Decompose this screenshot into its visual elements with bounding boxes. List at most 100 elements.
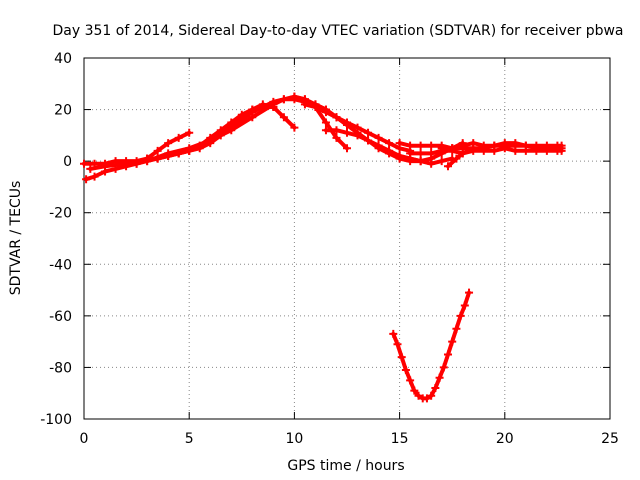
data-point [395, 151, 404, 160]
data-point [185, 128, 194, 137]
x-tick-label: 0 [80, 431, 89, 447]
data-point [406, 149, 415, 158]
series-track-7 [300, 100, 415, 155]
data-point [395, 139, 404, 148]
data-point [437, 157, 446, 166]
data-point [290, 92, 299, 101]
x-tick-label: 25 [601, 431, 619, 447]
data-point [427, 391, 436, 400]
data-point [343, 118, 351, 127]
x-axis-label: GPS time / hours [287, 458, 404, 474]
data-series [80, 92, 566, 403]
data-point [469, 144, 478, 153]
data-point [416, 149, 425, 158]
axis-ticks [83, 57, 611, 420]
data-point [521, 146, 530, 155]
y-tick-labels: -100 -80 -60 -40 -20 0 20 40 [40, 51, 72, 428]
data-point [443, 162, 452, 171]
data-point [511, 146, 520, 155]
data-point [416, 141, 425, 150]
data-point [437, 146, 446, 155]
data-point [500, 144, 509, 153]
data-point [465, 288, 474, 297]
data-point [374, 141, 383, 150]
data-point [557, 146, 566, 155]
data-point [439, 363, 448, 372]
data-point [248, 105, 257, 114]
series-track-13 [389, 288, 474, 403]
data-point [353, 123, 362, 132]
data-point [343, 144, 351, 153]
grid [84, 58, 610, 419]
series-line [84, 97, 465, 182]
data-point [479, 146, 488, 155]
x-tick-label: 10 [285, 431, 303, 447]
data-point [406, 141, 415, 150]
data-point [174, 149, 183, 158]
data-point [321, 118, 330, 127]
data-point [321, 126, 330, 135]
data-point [269, 102, 278, 111]
data-point [343, 128, 351, 137]
y-tick-label: -60 [49, 309, 72, 325]
data-point [174, 133, 183, 142]
y-tick-label: -80 [49, 360, 72, 376]
data-point [300, 100, 309, 109]
x-tick-label: 15 [391, 431, 409, 447]
y-tick-label: 0 [63, 154, 72, 170]
data-point [279, 95, 288, 104]
data-point [279, 113, 288, 122]
y-tick-label: -20 [49, 206, 72, 222]
data-point [401, 366, 410, 375]
data-point [164, 139, 173, 148]
series-line [391, 290, 471, 401]
data-point [460, 301, 469, 310]
data-point [458, 149, 467, 158]
data-point [456, 311, 465, 320]
data-point [332, 126, 341, 135]
data-point [422, 394, 431, 403]
data-point [364, 128, 373, 137]
data-point [290, 123, 299, 132]
data-point [389, 329, 398, 338]
data-point [532, 146, 541, 155]
data-point [452, 324, 461, 333]
data-point [416, 157, 425, 166]
data-point [101, 162, 110, 171]
x-tick-label: 5 [185, 431, 194, 447]
data-point [374, 133, 383, 142]
data-point [542, 146, 551, 155]
data-point [490, 146, 499, 155]
data-point [122, 159, 131, 168]
data-point [427, 141, 436, 150]
y-tick-label: 40 [54, 51, 72, 67]
data-point [86, 164, 95, 173]
data-point [153, 146, 162, 155]
data-point [132, 159, 141, 168]
data-point [414, 391, 423, 400]
data-point [448, 146, 457, 155]
data-point [393, 340, 402, 349]
data-point [80, 159, 88, 168]
data-point [311, 102, 320, 111]
data-point [406, 376, 415, 385]
series-line [408, 146, 564, 156]
data-point [435, 373, 444, 382]
data-point [431, 384, 440, 393]
series-track-5 [174, 100, 299, 158]
data-point [448, 337, 457, 346]
y-axis-label: SDTVAR / TECUs [8, 181, 24, 296]
data-point [82, 175, 91, 184]
series-track-12 [443, 144, 478, 171]
y-tick-label: -100 [40, 412, 72, 428]
data-point [452, 154, 461, 163]
data-point [353, 131, 362, 140]
y-tick-label: 20 [54, 103, 72, 119]
data-point [332, 113, 341, 122]
data-point [185, 146, 194, 155]
data-point [143, 154, 152, 163]
series-line [446, 146, 476, 169]
data-point [410, 386, 419, 395]
data-point [427, 149, 436, 158]
